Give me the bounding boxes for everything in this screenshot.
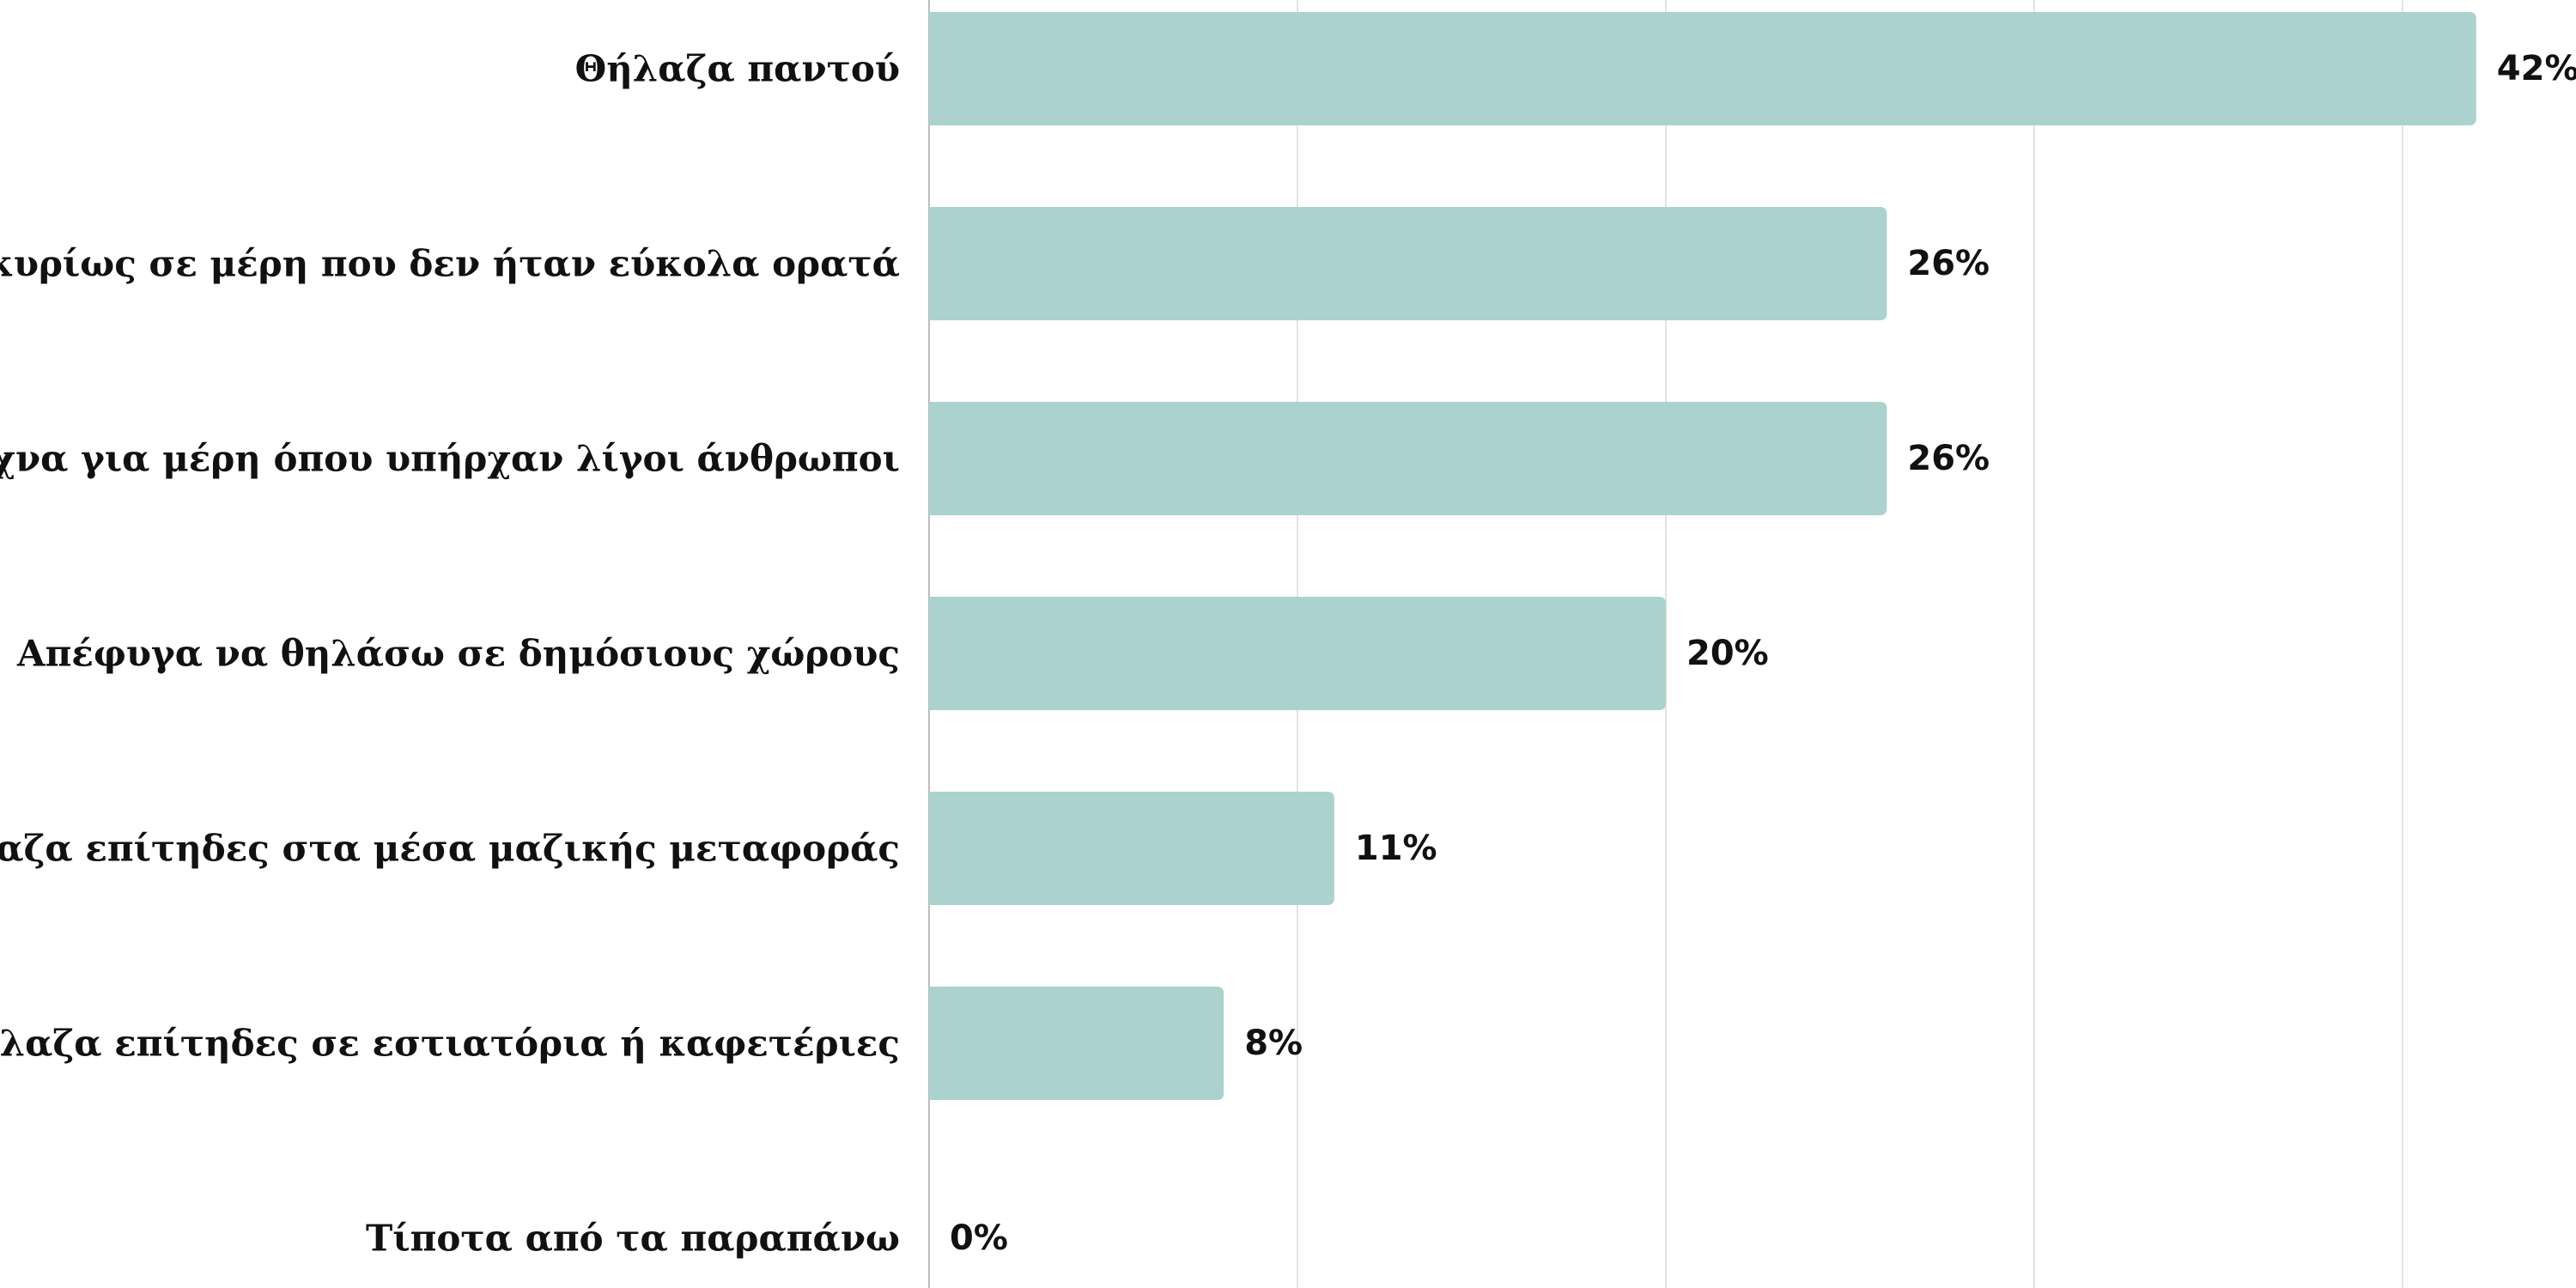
- category-label-1: Θήλαζα παντού: [575, 48, 900, 90]
- bar-4: [929, 597, 1666, 710]
- value-label-4: 20%: [1686, 634, 1769, 673]
- value-labels: 42% 26% 26% 20% 11% 8% 0%: [950, 49, 2576, 1258]
- bar-2: [929, 207, 1887, 320]
- category-labels: Θήλαζα παντού Θήλαζα κυρίως σε μέρη που δ…: [0, 48, 900, 1260]
- category-label-4: Απέφυγα να θηλάσω σε δημόσιους χώρους: [16, 633, 900, 675]
- bar-5: [929, 792, 1334, 905]
- category-label-6: Δεν θήλαζα επίτηδες σε εστιατόρια ή καφε…: [0, 1023, 900, 1065]
- value-label-3: 26%: [1907, 439, 1990, 478]
- value-label-2: 26%: [1907, 244, 1990, 283]
- bars: [929, 12, 2476, 1100]
- category-label-2: Θήλαζα κυρίως σε μέρη που δεν ήταν εύκολ…: [0, 243, 900, 285]
- value-label-7: 0%: [950, 1218, 1008, 1258]
- category-label-3: Έψαχνα για μέρη όπου υπήρχαν λίγοι άνθρω…: [0, 438, 900, 480]
- category-label-7: Τίποτα από τα παραπάνω: [366, 1218, 900, 1260]
- category-label-5: Δεν θήλαζα επίτηδες στα μέσα μαζικής μετ…: [0, 828, 900, 870]
- value-label-6: 8%: [1244, 1024, 1303, 1063]
- bar-3: [929, 402, 1887, 515]
- bar-1: [929, 12, 2476, 125]
- value-label-1: 42%: [2497, 49, 2576, 88]
- bar-6: [929, 987, 1224, 1100]
- value-label-5: 11%: [1355, 829, 1437, 868]
